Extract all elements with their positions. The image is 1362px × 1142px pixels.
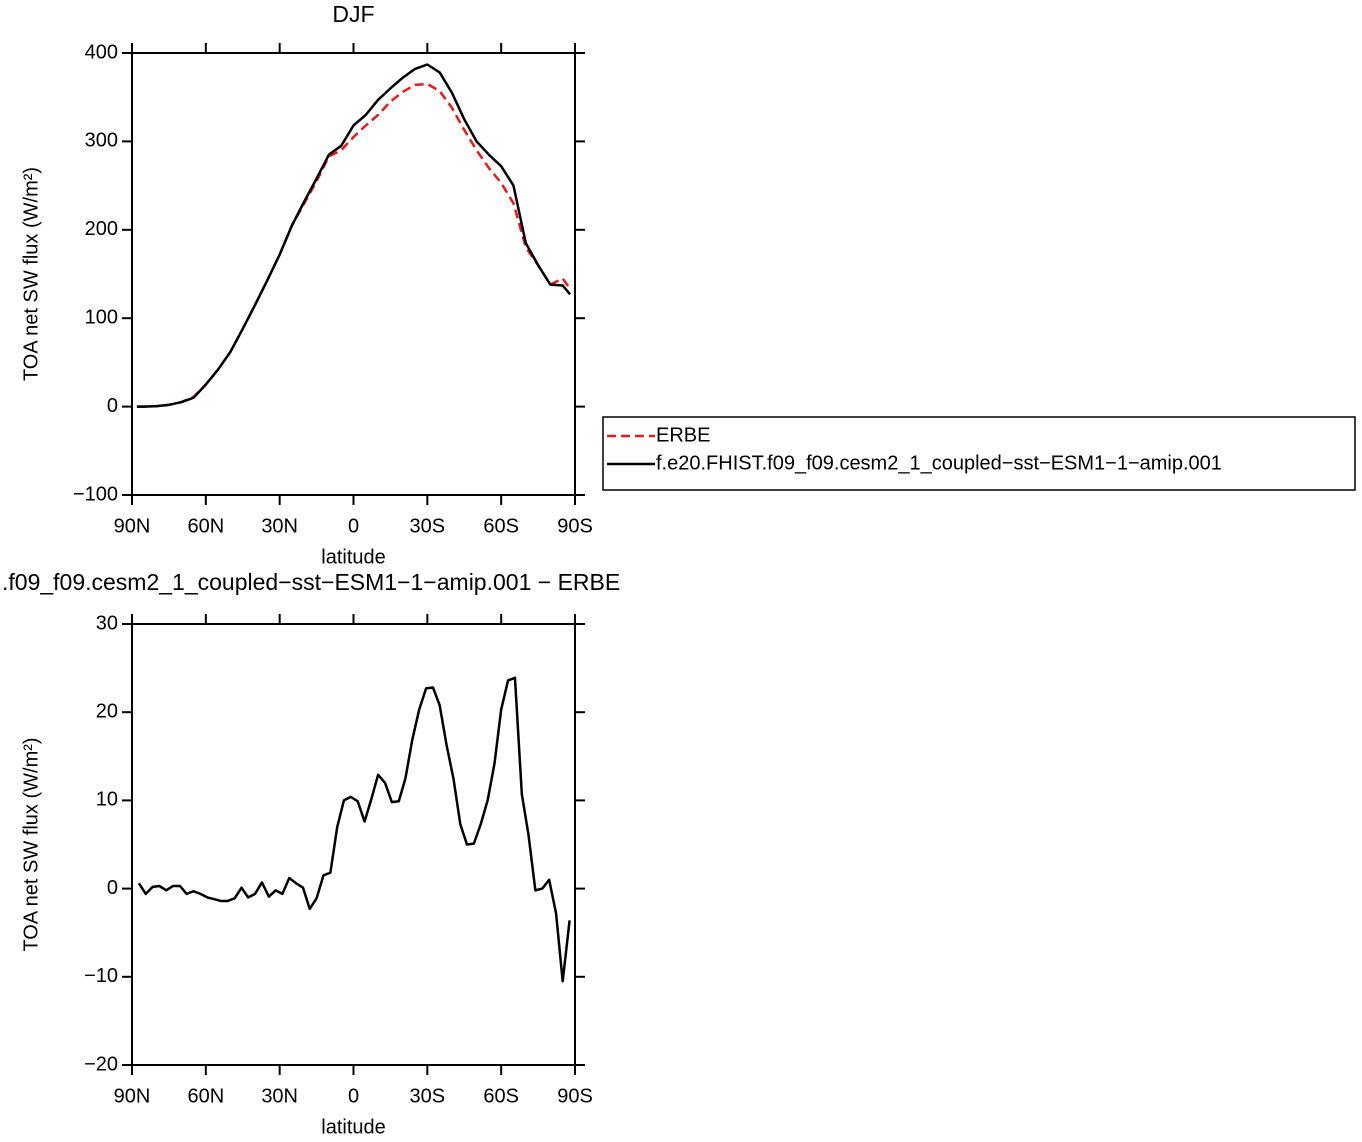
- legend-box: [602, 416, 1356, 491]
- data-line: [137, 676, 571, 983]
- data-line: [136, 82, 572, 408]
- y-tick-label: −10: [84, 965, 118, 987]
- y-axis-label: TOA net SW flux (W/m²): [20, 737, 42, 951]
- x-tick-label: 0: [348, 1085, 359, 1107]
- x-tick-label: 90S: [557, 1085, 593, 1107]
- y-tick-label: 100: [85, 306, 118, 328]
- plot-frame: [131, 52, 576, 496]
- y-tick-label: 20: [96, 700, 118, 722]
- legend-label: ERBE: [656, 424, 710, 446]
- x-axis-label: latitude: [321, 546, 386, 568]
- x-tick-label: 30S: [410, 1085, 446, 1107]
- x-tick-label: 90N: [114, 515, 151, 537]
- x-tick-label: 60N: [187, 1085, 224, 1107]
- y-tick-label: −100: [73, 483, 118, 505]
- chart-title: DJF: [332, 1, 374, 27]
- y-tick-label: 10: [96, 789, 118, 811]
- plot-frame: [131, 623, 576, 1066]
- y-tick-label: 300: [85, 130, 118, 152]
- x-tick-label: 60N: [187, 515, 224, 537]
- x-tick-label: 60S: [483, 1085, 519, 1107]
- data-line: [136, 63, 572, 408]
- chart-title: .f09_f09.cesm2_1_coupled−sst−ESM1−1−amip…: [2, 569, 620, 595]
- x-tick-label: 30N: [261, 515, 298, 537]
- x-tick-label: 30N: [261, 1085, 298, 1107]
- y-tick-label: 0: [107, 877, 118, 899]
- y-tick-label: 0: [107, 395, 118, 417]
- y-tick-label: 400: [85, 41, 118, 63]
- legend-label: f.e20.FHIST.f09_f09.cesm2_1_coupled−sst−…: [656, 452, 1222, 474]
- x-tick-label: 0: [348, 515, 359, 537]
- x-tick-label: 90N: [114, 1085, 151, 1107]
- y-tick-label: 200: [85, 218, 118, 240]
- y-tick-label: −20: [84, 1053, 118, 1075]
- x-tick-label: 90S: [557, 515, 593, 537]
- y-tick-label: 30: [96, 612, 118, 634]
- x-axis-label: latitude: [321, 1116, 386, 1138]
- x-tick-label: 30S: [410, 515, 446, 537]
- x-tick-label: 60S: [483, 515, 519, 537]
- y-axis-label: TOA net SW flux (W/m²): [20, 167, 42, 381]
